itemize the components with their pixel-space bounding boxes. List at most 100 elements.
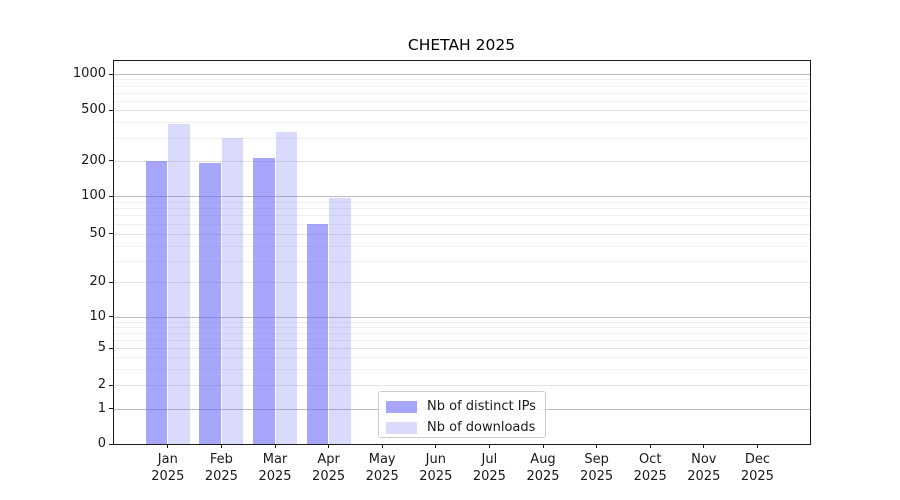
- y-tick-mark: [109, 195, 113, 197]
- x-tick-label: Mar 2025: [235, 452, 315, 485]
- gridline: [113, 85, 810, 87]
- legend-item-downloads: Nb of downloads: [386, 418, 545, 437]
- gridline: [113, 385, 810, 387]
- y-tick-mark: [109, 443, 113, 445]
- bar-downloads: [221, 138, 244, 444]
- gridline: [113, 369, 810, 371]
- y-tick-mark: [109, 316, 113, 318]
- gridline: [113, 92, 810, 94]
- gridline: [113, 282, 810, 284]
- x-tick-mark: [381, 444, 383, 448]
- x-tick-mark: [167, 444, 169, 448]
- x-tick-mark: [435, 444, 437, 448]
- bar-downloads: [168, 124, 190, 444]
- x-tick-mark: [328, 444, 330, 448]
- gridline: [113, 138, 810, 140]
- gridline: [113, 333, 810, 335]
- y-tick-mark: [109, 233, 113, 235]
- x-tick-mark: [703, 444, 705, 448]
- y-tick-mark: [109, 347, 113, 349]
- x-tick-label: Dec 2025: [717, 452, 797, 485]
- gridline: [113, 100, 810, 102]
- bar-distinct-ips: [253, 158, 275, 444]
- x-tick-month: Dec: [744, 452, 770, 467]
- x-tick-year: 2025: [312, 468, 346, 484]
- x-tick-year: 2025: [258, 468, 292, 484]
- y-tick-label: 50: [89, 225, 106, 241]
- x-tick-mark: [488, 444, 490, 448]
- x-tick-mark: [542, 444, 544, 448]
- y-tick-mark: [109, 73, 113, 75]
- bar-downloads: [329, 197, 351, 444]
- bar-distinct-ips: [199, 163, 221, 444]
- gridline: [113, 245, 810, 247]
- y-tick-mark: [109, 384, 113, 386]
- y-tick-mark: [109, 281, 113, 283]
- gridline: [113, 260, 810, 262]
- gridline: [113, 321, 810, 323]
- y-tick-mark: [109, 408, 113, 410]
- legend-swatch-distinct-ips: [386, 400, 417, 413]
- x-tick-label: Jan 2025: [128, 452, 208, 485]
- x-tick-month: Jan: [157, 452, 178, 467]
- x-tick-year: 2025: [419, 468, 453, 484]
- x-tick-year: 2025: [687, 468, 721, 484]
- x-tick-month: Apr: [317, 452, 340, 467]
- x-tick-label: Nov 2025: [664, 452, 744, 485]
- x-tick-mark: [596, 444, 598, 448]
- x-tick-label: Sep 2025: [557, 452, 637, 485]
- gridline: [113, 74, 810, 76]
- x-tick-month: Aug: [530, 452, 556, 467]
- x-tick-year: 2025: [740, 468, 774, 484]
- gridline: [113, 326, 810, 328]
- gridline: [113, 340, 810, 342]
- gridline: [113, 208, 810, 210]
- x-tick-month: May: [368, 452, 396, 467]
- y-tick-label: 10: [89, 308, 106, 324]
- y-tick-label: 200: [81, 152, 106, 168]
- x-tick-label: Feb 2025: [181, 452, 261, 485]
- x-tick-year: 2025: [204, 468, 238, 484]
- y-tick-mark: [109, 109, 113, 111]
- plot-area: [113, 60, 810, 444]
- x-tick-mark: [756, 444, 758, 448]
- gridline: [113, 122, 810, 124]
- y-tick-label: 2: [97, 377, 106, 393]
- x-tick-month: Jun: [425, 452, 446, 467]
- x-tick-year: 2025: [526, 468, 560, 484]
- x-tick-month: Sep: [584, 452, 609, 467]
- legend-swatch-downloads: [386, 421, 417, 434]
- legend: Nb of distinct IPs Nb of downloads: [378, 391, 546, 438]
- legend-label-downloads: Nb of downloads: [427, 420, 536, 435]
- y-tick-label: 100: [81, 188, 106, 204]
- y-tick-label: 20: [89, 274, 106, 290]
- y-tick-label: 1: [97, 400, 106, 416]
- x-tick-year: 2025: [365, 468, 399, 484]
- x-tick-year: 2025: [151, 468, 185, 484]
- gridline: [113, 233, 810, 235]
- x-tick-month: Jul: [481, 452, 498, 467]
- chart-title: CHETAH 2025: [407, 36, 516, 54]
- y-tick-label: 500: [81, 102, 106, 118]
- gridline: [113, 316, 810, 318]
- x-tick-label: Jul 2025: [449, 452, 529, 485]
- bar-distinct-ips: [306, 223, 329, 444]
- x-tick-mark: [274, 444, 276, 448]
- x-tick-month: Oct: [638, 452, 662, 467]
- gridline: [113, 160, 810, 162]
- legend-label-distinct-ips: Nb of distinct IPs: [427, 399, 536, 414]
- gridline: [113, 223, 810, 225]
- bar-downloads: [275, 132, 297, 444]
- x-tick-label: Apr 2025: [289, 452, 369, 485]
- bar-distinct-ips: [145, 161, 168, 444]
- x-tick-label: Aug 2025: [503, 452, 583, 485]
- gridline: [113, 79, 810, 81]
- x-tick-month: Nov: [691, 452, 717, 467]
- y-tick-label: 1000: [72, 66, 106, 82]
- gridline: [113, 357, 810, 359]
- x-tick-year: 2025: [580, 468, 614, 484]
- y-tick-label: 5: [97, 340, 106, 356]
- legend-item-distinct-ips: Nb of distinct IPs: [386, 397, 545, 416]
- gridline: [113, 201, 810, 203]
